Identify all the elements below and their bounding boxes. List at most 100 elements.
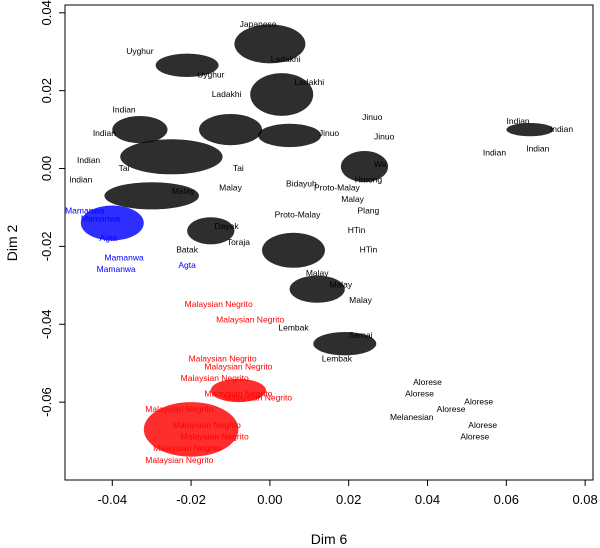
point-label: Melanesian	[390, 412, 434, 422]
x-axis: -0.04 -0.02 0.00 0.02 0.04 0.06 0.08	[97, 479, 598, 507]
point-label: Indian	[483, 147, 506, 157]
y-tick-label: 0.02	[39, 78, 54, 103]
point-label: Lembak	[278, 322, 309, 332]
point-label: Plang	[358, 206, 380, 216]
point-label: Toraja	[227, 237, 250, 247]
point-label: Uyghur	[197, 69, 225, 79]
point-label: Proto-Malay	[275, 209, 322, 219]
point-label: Alorese	[460, 431, 489, 441]
label-cloud-4	[120, 139, 223, 175]
point-label: Lembak	[322, 354, 353, 364]
label-cloud-3	[112, 116, 168, 144]
y-tick-label: -0.02	[39, 232, 54, 262]
point-label: Mamanwa	[65, 206, 104, 216]
point-label: Malaysian Negrito	[224, 392, 292, 402]
point-label: Malaysian Negrito	[189, 354, 257, 364]
label-cloud-8	[506, 123, 554, 137]
y-axis-label: Dim 2	[4, 225, 20, 262]
x-tick-label: 0.00	[257, 492, 282, 507]
x-tick-label: -0.04	[97, 492, 127, 507]
point-label: Indian	[526, 143, 549, 153]
point-label: Indian	[113, 104, 136, 114]
point-label: Ladakhi	[271, 54, 301, 64]
label-cloud-13	[313, 332, 377, 356]
x-tick-label: 0.08	[572, 492, 597, 507]
point-label: Malaysian Negrito	[173, 420, 241, 430]
label-cloud-0	[234, 24, 306, 64]
point-label: Malay	[341, 194, 364, 204]
point-label: Jinuo	[374, 132, 395, 142]
point-label: Malay	[329, 280, 352, 290]
label-cloud-11	[262, 232, 325, 268]
point-label: Malay	[349, 295, 372, 305]
point-label: Proto-Malay	[314, 182, 361, 192]
x-tick-label: -0.02	[176, 492, 206, 507]
point-label: Alorese	[413, 377, 442, 387]
point-label: Semai	[348, 330, 372, 340]
point-label: Mamanwa	[81, 213, 120, 223]
label-cloud-12	[289, 275, 345, 303]
point-label: Indian	[507, 116, 530, 126]
point-label: Malaysian Negrito	[204, 389, 272, 399]
point-label: Dayak	[215, 221, 240, 231]
point-label: Hmong	[355, 174, 383, 184]
point-label: Alorese	[405, 389, 434, 399]
y-tick-label: -0.04	[39, 309, 54, 339]
point-label: Ladakhi	[294, 77, 324, 87]
point-label: Uyghur	[126, 46, 154, 56]
point-label: Indian	[69, 174, 92, 184]
point-label: Japanese	[240, 19, 277, 29]
point-label: Malay	[172, 186, 195, 196]
point-label: Wa	[374, 159, 387, 169]
label-cloud-16	[210, 378, 266, 403]
label-cloud-2	[250, 73, 314, 116]
point-label: Jinuo	[362, 112, 383, 122]
point-label: Indian	[550, 124, 573, 134]
point-label: Tai	[119, 163, 130, 173]
label-cloud-6	[258, 123, 322, 148]
point-label: Jinuo	[319, 128, 340, 138]
label-cloud-10	[187, 217, 235, 245]
y-tick-label: -0.06	[39, 387, 54, 417]
label-cloud-7	[340, 151, 389, 183]
point-label: Ladakhi	[212, 89, 242, 99]
point-label: Indian	[77, 155, 100, 165]
label-cloud-14	[80, 205, 144, 241]
x-tick-label: 0.04	[415, 492, 440, 507]
plot-frame	[64, 4, 594, 481]
point-label: Mamanwa	[104, 252, 143, 262]
point-label: Agta	[100, 233, 118, 243]
point-label: Malaysian Negrito	[145, 404, 213, 414]
point-label: Malaysian Negrito	[216, 315, 284, 325]
x-tick-label: 0.06	[494, 492, 519, 507]
point-label: Agta	[178, 260, 196, 270]
label-cloud-5	[199, 114, 262, 146]
dense-label-clouds	[80, 24, 554, 457]
y-axis: -0.06 -0.04 -0.02 0.00 0.02 0.04	[39, 0, 66, 417]
point-label: Malaysian Negrito	[181, 431, 249, 441]
label-cloud-9	[104, 182, 199, 210]
point-label: Malaysian Negrito	[145, 455, 213, 465]
label-cloud-1	[155, 53, 219, 77]
x-tick-label: 0.02	[336, 492, 361, 507]
point-label: Alorese	[437, 404, 466, 414]
point-label: Mamanwa	[97, 264, 136, 274]
x-axis-label: Dim 6	[311, 531, 348, 547]
point-label: Malaysian Negrito	[153, 443, 221, 453]
point-label: Malaysian Negrito	[185, 299, 253, 309]
point-label: HTin	[360, 245, 378, 255]
point-label: HTin	[348, 225, 366, 235]
point-label: Tai	[233, 163, 244, 173]
point-label: Bidayuh	[286, 178, 317, 188]
point-label: Malay	[306, 268, 329, 278]
data-points: Uyghur Japanese Uyghur Ladakhi Ladakhi Ladakh…	[65, 19, 573, 465]
point-label: Malay	[219, 182, 242, 192]
point-label: Alorese	[468, 420, 497, 430]
y-tick-label: 0.04	[39, 0, 54, 25]
point-label: Batak	[176, 245, 198, 255]
point-label: Indian	[93, 128, 116, 138]
point-label: Malaysian Negrito	[204, 361, 272, 371]
point-label: Malaysian Negrito	[181, 373, 249, 383]
point-label: Alorese	[464, 396, 493, 406]
